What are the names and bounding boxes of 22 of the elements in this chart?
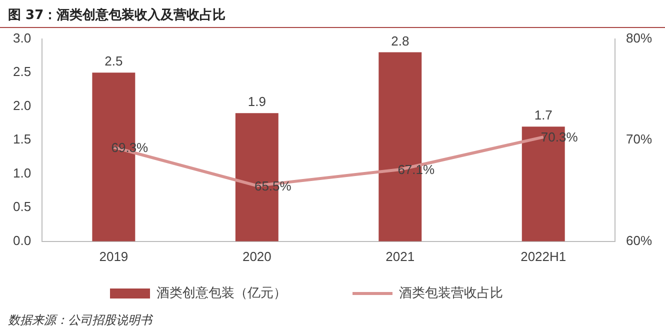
x-tick-label: 2022H1 — [520, 248, 566, 264]
y-tick-label: 2.5 — [12, 64, 32, 80]
data-label: 2.5 — [104, 54, 123, 69]
data-label: 1.7 — [534, 108, 552, 123]
y-tick-label: 3.0 — [12, 30, 32, 46]
source-note: 数据来源：公司招股说明书 — [8, 312, 152, 329]
data-label: 1.9 — [248, 94, 266, 110]
x-tick-label: 2019 — [99, 248, 128, 264]
chart-title: 图 37：酒类创意包装收入及营收占比 — [8, 6, 226, 24]
y2-tick-label: 80% — [626, 30, 652, 46]
y-tick-label: 0.5 — [12, 199, 32, 214]
x-tick-label: 2020 — [242, 248, 272, 264]
y-tick-label: 1.0 — [12, 165, 32, 180]
y-tick-label: 0.0 — [12, 232, 32, 248]
legend-label: 酒类创意包装（亿元） — [156, 285, 338, 300]
y2-tick-label: 60% — [626, 232, 652, 248]
x-tick-label: 2021 — [386, 248, 415, 264]
y-tick-label: 2.0 — [12, 98, 32, 113]
y2-tick-label: 70% — [626, 132, 652, 147]
data-label: 2.8 — [391, 33, 410, 48]
legend-label: 酒类包装营收占比 — [399, 285, 555, 300]
y-tick-label: 1.5 — [12, 132, 32, 147]
